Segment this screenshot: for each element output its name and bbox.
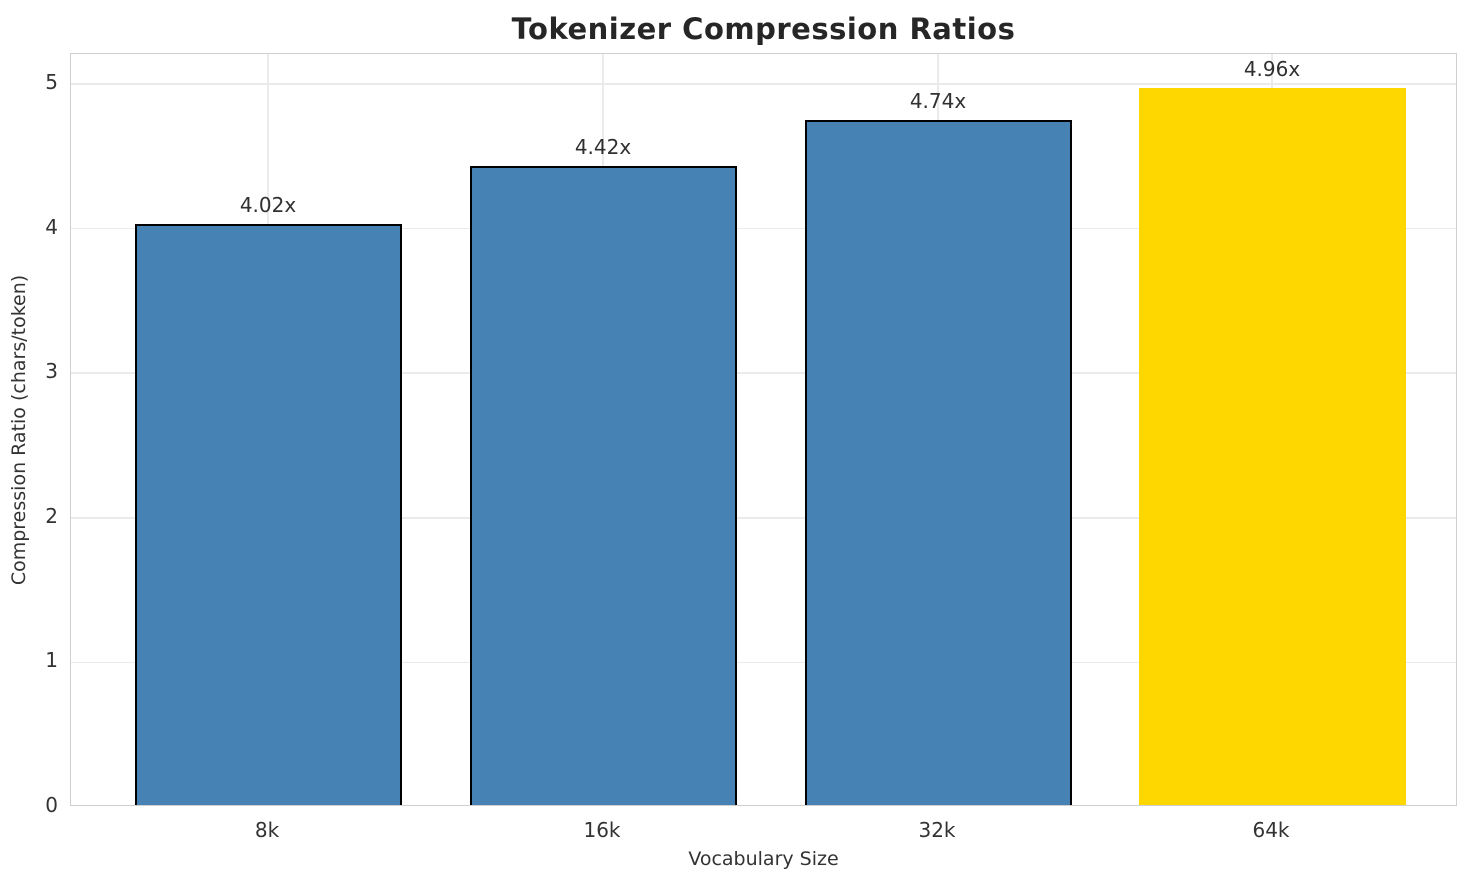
bar-32k [804,120,1072,805]
y-axis-label: Compression Ratio (chars/token) [8,274,30,586]
y-tick-label: 5 [45,70,58,95]
bar-16k [469,166,737,805]
bar-8k [134,224,402,805]
bar-value-label: 4.42x [574,135,632,159]
gridline-h [71,661,1456,664]
bar-64k [1138,88,1406,805]
x-tick-label: 16k [583,818,621,842]
gridline-h [71,517,1456,519]
x-tick-label: 8k [254,818,280,842]
plot-area: 4.02x 4.42x 4.74x 4.96x [70,53,1457,806]
gridline-h [71,83,1456,85]
y-tick-label: 2 [45,503,58,528]
bar-value-label: 4.02x [239,193,297,217]
x-tick-label: 32k [918,818,956,842]
y-tick-label: 3 [45,359,58,384]
y-tick-label: 1 [45,648,58,673]
gridline-h [71,372,1456,374]
gridline-h [71,227,1456,230]
bar-value-label: 4.74x [909,89,967,113]
x-tick-label: 64k [1252,818,1290,842]
x-axis-label: Vocabulary Size [688,848,839,870]
y-tick-label: 0 [45,793,58,818]
bar-value-label: 4.96x [1243,57,1301,81]
y-tick-label: 4 [45,214,58,239]
chart-title: Tokenizer Compression Ratios [511,12,1016,46]
